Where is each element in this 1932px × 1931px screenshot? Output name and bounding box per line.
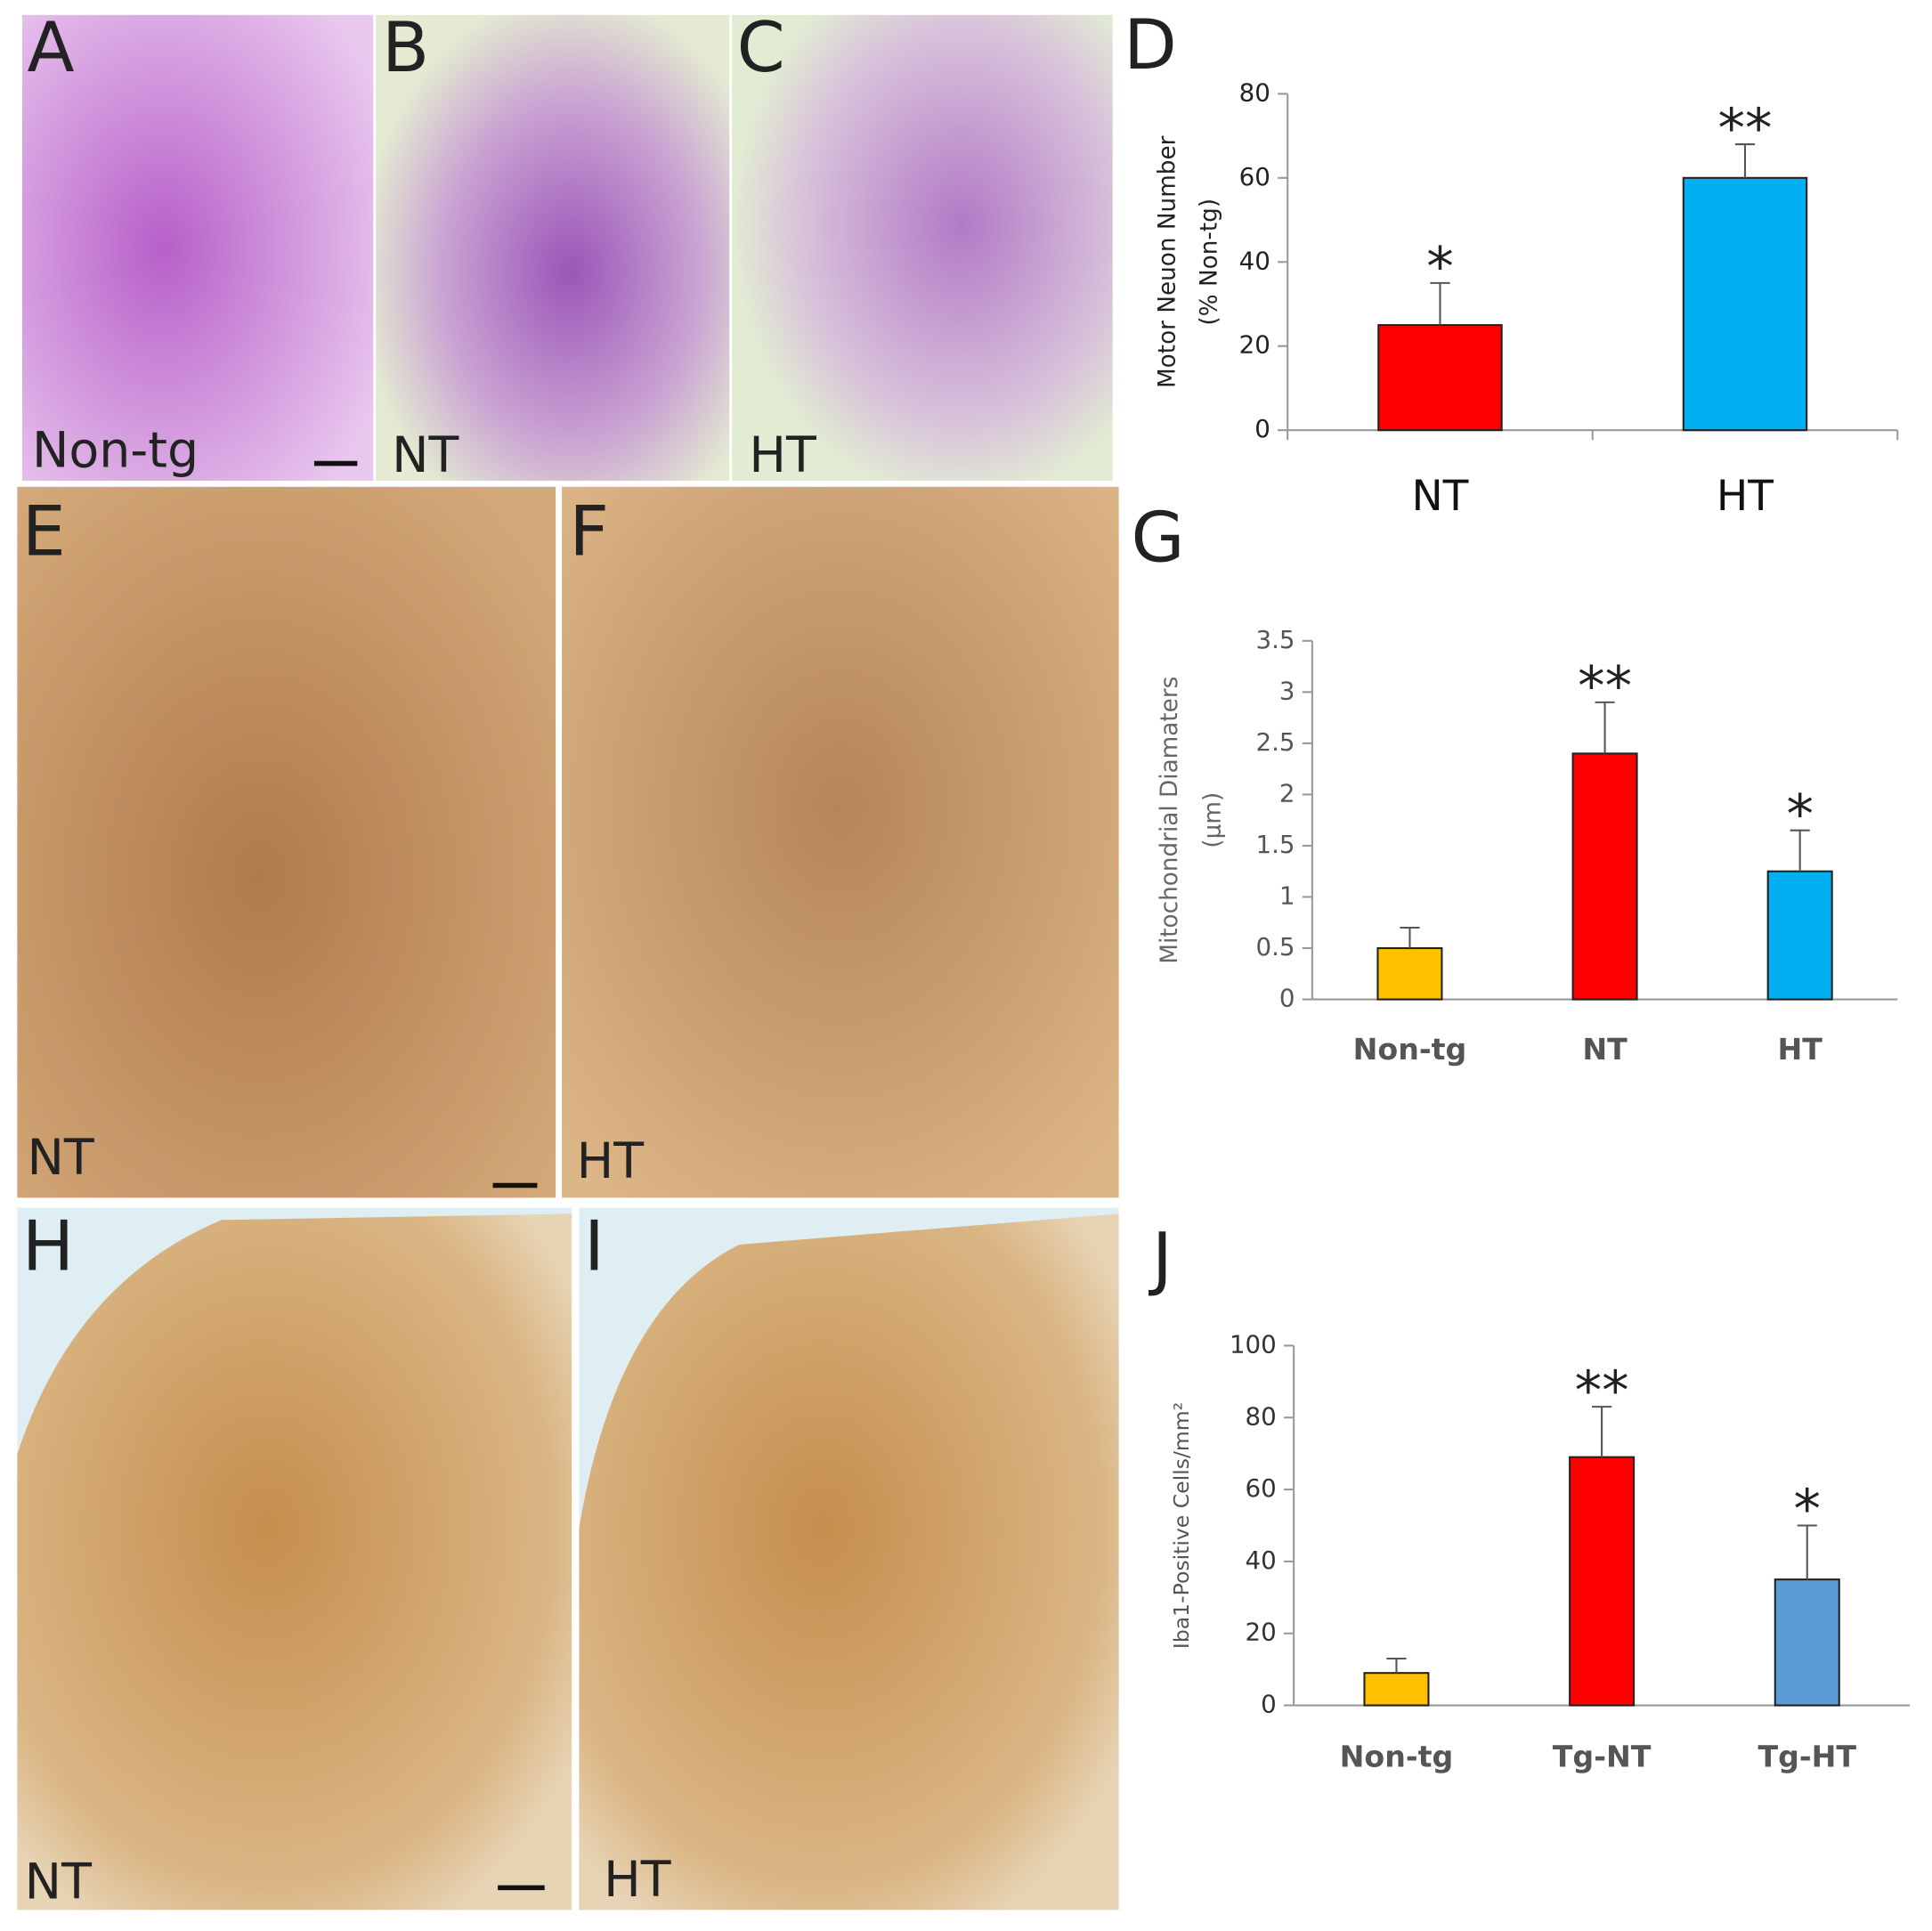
panel-letter: A [27,8,74,88]
micrograph [376,14,730,481]
panel-label: NT [27,1130,93,1187]
y-axis-label: Mitochondrial Diamaters [1157,677,1183,964]
y-tick-label: 40 [1246,1546,1277,1575]
y-tick-label: 0.5 [1256,932,1295,961]
significance: ** [1578,655,1632,718]
bar [1377,324,1503,432]
panel-letter: J [1148,1219,1173,1299]
y-tick-label: 40 [1239,246,1270,275]
y-axis-label: Iba1-Positive Cells/mm² [1169,1402,1194,1649]
panel-letter: G [1131,499,1184,579]
bar [1569,1456,1636,1707]
panel-letter: C [737,8,785,88]
y-axis-label: (% Non-tg) [1197,199,1223,326]
tissue [579,1213,1119,1911]
significance: ** [1575,1359,1629,1423]
y-tick-label: 0 [1261,1690,1277,1719]
bar [1766,870,1833,1001]
y-axis-label: Motor Neuon Number [1154,135,1181,388]
panel-label: NT [392,427,459,484]
panel-letter: H [22,1206,74,1286]
x-tick-label: Non-tg [1340,1740,1454,1774]
x-tick-label: HT [1717,472,1774,521]
significance: * [1426,236,1453,299]
micrograph [21,14,374,481]
x-tick-label: NT [1582,1032,1628,1067]
y-tick-label: 3 [1279,676,1295,705]
micrograph [732,14,1113,481]
y-axis-label: (µm) [1200,792,1227,848]
panel-label: HT [604,1852,671,1909]
y-tick-label: 80 [1246,1401,1277,1431]
y-tick-label: 20 [1246,1618,1277,1647]
y-tick-label: 3.5 [1256,625,1295,654]
bar [1363,1672,1430,1707]
panel-letter: B [382,8,429,88]
panel-label: HT [577,1133,645,1190]
significance: ** [1718,97,1773,160]
y-tick-label: 2.5 [1256,727,1295,757]
y-tick-label: 0 [1254,414,1270,443]
bar [1376,946,1443,1001]
y-tick-label: 2 [1279,778,1295,807]
y-tick-label: 1 [1279,880,1295,910]
x-tick-label: Non-tg [1353,1032,1467,1067]
bar [1774,1578,1840,1707]
panel-label: Non-tg [32,423,199,480]
y-tick-label: 0 [1279,984,1295,1013]
micrograph [17,486,556,1198]
significance: * [1794,1478,1821,1541]
x-tick-label: Tg-NT [1553,1740,1652,1774]
significance: * [1786,783,1813,846]
micrograph [562,486,1119,1198]
y-tick-label: 60 [1239,162,1270,191]
y-tick-label: 1.5 [1256,830,1295,859]
x-tick-label: HT [1777,1032,1822,1067]
panel-letter: D [1124,5,1177,85]
panel-label: HT [749,427,816,484]
x-tick-label: Tg-HT [1757,1740,1856,1774]
panel-letter: I [584,1206,605,1286]
y-tick-label: 100 [1230,1329,1277,1359]
y-tick-label: 60 [1246,1473,1277,1503]
tissue [17,1213,572,1911]
x-tick-label: NT [1411,472,1468,521]
bar [1571,752,1638,1001]
panel-letter: E [22,492,66,572]
bar [1682,176,1808,432]
panel-label: NT [25,1854,92,1911]
y-tick-label: 20 [1239,330,1270,360]
panel-letter: F [569,492,609,572]
y-tick-label: 80 [1239,77,1270,107]
scale-bars [313,460,545,1891]
